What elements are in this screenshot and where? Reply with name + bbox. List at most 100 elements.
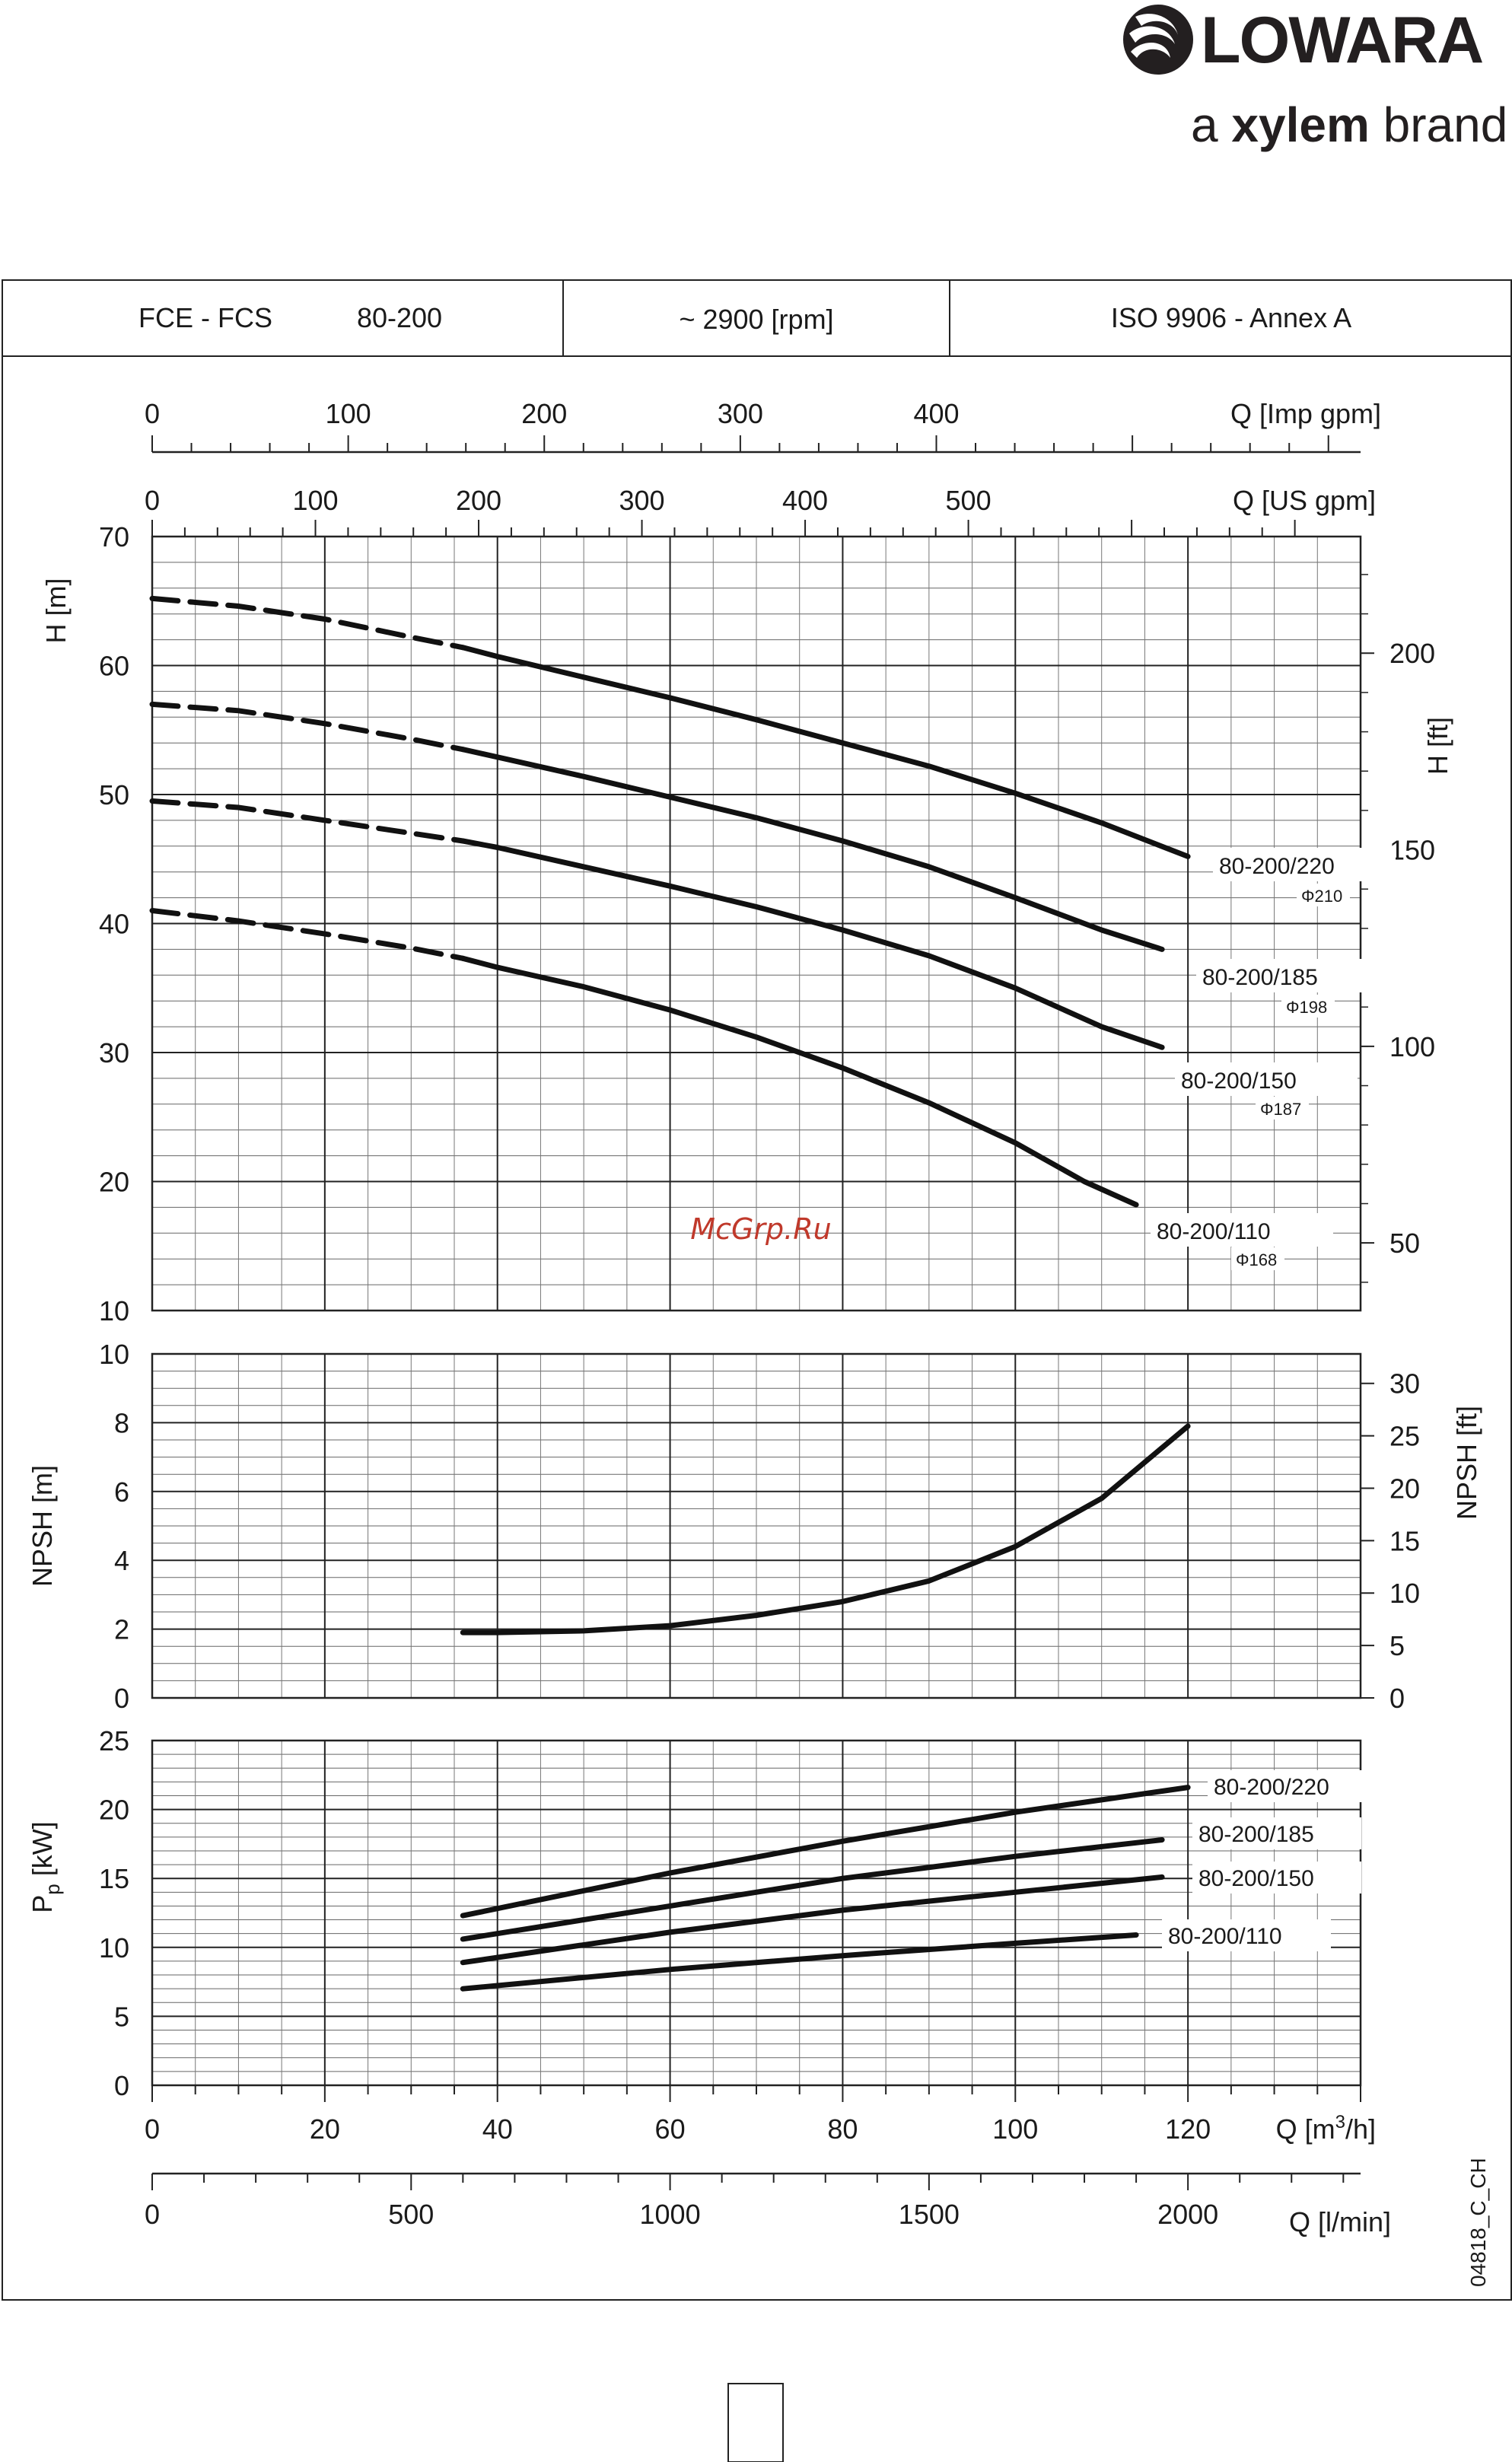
lmin-axis-title: Q [l/min] bbox=[1289, 2206, 1391, 2237]
head-ft-axis-title: H [ft] bbox=[1422, 717, 1453, 775]
curve-label-bg bbox=[1151, 1213, 1333, 1247]
speed-label: ~ 2900 [rpm] bbox=[679, 304, 833, 335]
right-tick-label: 50 bbox=[1389, 1228, 1420, 1259]
right-tick-label: 30 bbox=[1389, 1368, 1420, 1400]
right-tick-label: 5 bbox=[1389, 1630, 1405, 1661]
power-curve bbox=[460, 1874, 1165, 1966]
power-panel: 0 5 10 15 20 25 Pp [kW] 80-200/220 80-200/185 80-… bbox=[27, 1725, 1377, 2101]
head-curve bbox=[460, 955, 1139, 1208]
power-curve bbox=[460, 1932, 1139, 1992]
page-number-box bbox=[727, 2383, 784, 2462]
head-curve bbox=[460, 645, 1191, 859]
model-series: FCE - FCS bbox=[138, 302, 272, 333]
head-curve-dashed bbox=[149, 701, 466, 753]
lmin-tick-label: 500 bbox=[388, 2199, 434, 2230]
sheet-frame bbox=[2, 279, 1512, 2301]
power-curve bbox=[460, 1785, 1191, 1919]
imp-gpm-axis-title: Q [Imp gpm] bbox=[1230, 398, 1381, 429]
m3h-tick-label: 0 bbox=[145, 2113, 160, 2145]
model-size: 80-200 bbox=[357, 302, 442, 333]
power-axis-title: Pp [kW] bbox=[27, 1821, 64, 1913]
head-axis-title: H [m] bbox=[40, 578, 72, 644]
lmin-tick-label: 2000 bbox=[1157, 2199, 1218, 2230]
y-tick-label: 0 bbox=[114, 2070, 129, 2101]
brand-name: LOWARA bbox=[1201, 4, 1482, 77]
imp-gpm-tick-label: 300 bbox=[718, 398, 763, 429]
diameter-label-bg bbox=[1297, 884, 1350, 906]
lmin-tick-label: 1000 bbox=[640, 2199, 701, 2230]
m3h-tick-label: 60 bbox=[655, 2113, 686, 2145]
imp-gpm-tick-label: 0 bbox=[145, 398, 160, 429]
right-tick-label: 25 bbox=[1389, 1421, 1420, 1452]
power-curve bbox=[460, 1837, 1165, 1942]
bottom-flow-axes: 0 20 40 60 80 100 120 Q [m3/h] 0 500 1000 1500 2000 Q… bbox=[145, 2085, 1391, 2237]
diameter-label-bg bbox=[1231, 1247, 1284, 1270]
us-gpm-axis-title: Q [US gpm] bbox=[1233, 485, 1376, 516]
brand-tagline: a xylem brand bbox=[1191, 97, 1507, 152]
impeller-diameter-label: Φ187 bbox=[1260, 1100, 1301, 1119]
us-gpm-tick-label: 100 bbox=[292, 485, 338, 516]
us-gpm-tick-label: 400 bbox=[782, 485, 828, 516]
npsh-ft-axis-title: NPSH [ft] bbox=[1451, 1406, 1482, 1520]
panel-frame bbox=[151, 535, 1362, 1312]
y-tick-label: 10 bbox=[99, 1932, 129, 1964]
npsh-curve bbox=[460, 1423, 1191, 1635]
curve-label-bg bbox=[1196, 959, 1379, 992]
diameter-label-bg bbox=[1281, 995, 1335, 1018]
standard-label: ISO 9906 - Annex A bbox=[1111, 302, 1351, 333]
curve-label-bg bbox=[1192, 1862, 1361, 1893]
lmin-tick-label: 0 bbox=[145, 2199, 160, 2230]
curve-label-bg bbox=[1192, 1817, 1361, 1849]
right-tick-label: 20 bbox=[1389, 1473, 1420, 1504]
imp-gpm-tick-label: 100 bbox=[326, 398, 371, 429]
y-tick-label: 25 bbox=[99, 1725, 129, 1757]
y-tick-label: 70 bbox=[99, 521, 129, 553]
y-tick-label: 20 bbox=[99, 1795, 129, 1826]
y-tick-label: 4 bbox=[114, 1545, 129, 1576]
head-curve-label: 80-200/150 bbox=[1181, 1069, 1297, 1094]
watermark: McGrp.Ru bbox=[690, 1212, 831, 1246]
right-tick-label: 200 bbox=[1389, 638, 1435, 669]
y-tick-label: 10 bbox=[99, 1339, 129, 1370]
panel-frame bbox=[151, 1352, 1362, 1699]
npsh-panel: 0 2 4 6 8 10 0 5 10 15 20 25 30 NPSH [m] NPSH [ft] bbox=[27, 1339, 1482, 1714]
head-curve-label: 80-200/185 bbox=[1202, 965, 1318, 990]
y-tick-label: 20 bbox=[99, 1167, 129, 1198]
y-tick-label: 10 bbox=[99, 1295, 129, 1327]
m3h-tick-label: 20 bbox=[310, 2113, 340, 2145]
lowara-logo: LOWARA a xylem brand bbox=[1123, 4, 1507, 152]
head-curve-dashed bbox=[149, 595, 466, 651]
top-flow-axes: 0 100 200 300 400 Q [Imp gpm] 0 100 200 300 400 500… bbox=[145, 398, 1381, 537]
y-tick-label: 15 bbox=[99, 1863, 129, 1894]
impeller-diameter-label: Φ168 bbox=[1236, 1250, 1277, 1269]
us-gpm-tick-label: 0 bbox=[145, 485, 160, 516]
y-tick-label: 50 bbox=[99, 779, 129, 811]
head-curve bbox=[460, 838, 1165, 1050]
y-tick-label: 8 bbox=[114, 1407, 129, 1438]
curve-label-bg bbox=[1162, 1919, 1331, 1951]
y-tick-label: 2 bbox=[114, 1614, 129, 1645]
curve-label-bg bbox=[1213, 848, 1396, 881]
imp-gpm-tick-label: 200 bbox=[521, 398, 567, 429]
head-curve bbox=[460, 747, 1165, 952]
power-curve-label: 80-200/110 bbox=[1168, 1924, 1282, 1949]
us-gpm-tick-label: 300 bbox=[619, 485, 665, 516]
right-tick-label: 15 bbox=[1389, 1525, 1420, 1556]
m3h-tick-label: 100 bbox=[992, 2113, 1038, 2145]
document-code: 04818_C_CH bbox=[1466, 2158, 1490, 2287]
right-tick-label: 0 bbox=[1389, 1683, 1405, 1714]
power-curve-label: 80-200/220 bbox=[1214, 1775, 1329, 1800]
y-tick-label: 40 bbox=[99, 909, 129, 940]
curve-label-bg bbox=[1208, 1770, 1377, 1802]
power-curve-label: 80-200/185 bbox=[1198, 1822, 1314, 1847]
lmin-tick-label: 1500 bbox=[899, 2199, 960, 2230]
m3h-tick-label: 120 bbox=[1165, 2113, 1211, 2145]
impeller-diameter-label: Φ198 bbox=[1286, 998, 1327, 1017]
imp-gpm-tick-label: 400 bbox=[913, 398, 959, 429]
head-curve-label: 80-200/220 bbox=[1219, 854, 1335, 879]
npsh-axis-title: NPSH [m] bbox=[27, 1465, 58, 1587]
y-tick-label: 30 bbox=[99, 1037, 129, 1069]
right-tick-label: 150 bbox=[1389, 835, 1435, 866]
right-tick-label: 100 bbox=[1389, 1031, 1435, 1062]
